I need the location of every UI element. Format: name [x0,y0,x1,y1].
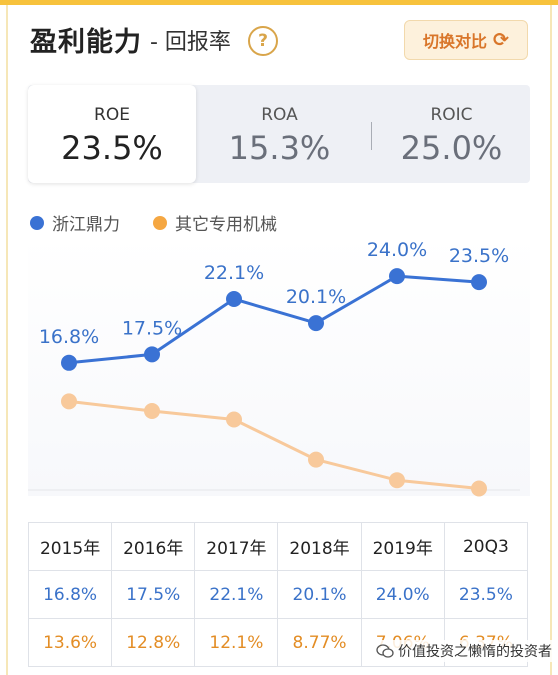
tab-roic-label: ROIC [430,105,473,125]
peer-data-point [226,411,242,428]
company-data-label: 17.5% [122,317,182,339]
company-data-label: 20.1% [286,286,346,308]
table-header-cell: 2016年 [111,522,196,571]
company-data-point [226,291,242,307]
legend-company-dot [30,215,44,230]
tab-roe-value: 23.5% [61,129,163,167]
table-cell: 22.1% [194,570,279,619]
table-row-company: 16.8% 17.5% 22.1% 20.1% 24.0% 23.5% [27,570,529,619]
page-subtitle: - 回报率 [150,30,231,55]
peer-data-point [389,472,405,489]
table-cell: 24.0% [360,570,445,619]
page-title: 盈利能力 [30,27,142,58]
watermark-text: 价值投资之懒惰的投资者 [398,644,552,660]
tab-roa-label: ROA [261,105,298,125]
peer-series-line [68,399,480,490]
table-cell: 17.5% [111,570,196,619]
company-series-line [68,274,480,365]
peer-data-point [471,480,487,497]
legend-company: 浙江鼎力 [30,210,120,235]
table-cell: 23.5% [443,570,529,619]
tab-roa[interactable]: ROA 15.3% [196,85,363,183]
tab-roic[interactable]: ROIC 25.0% [373,85,530,183]
company-data-point [61,354,77,371]
legend-peer: 其它专用机械 [153,210,277,235]
switch-compare-label: 切换对比 [423,32,488,51]
wechat-icon [376,644,394,658]
company-data-label: 24.0% [367,239,427,261]
peer-data-point [308,451,324,468]
tab-roa-value: 15.3% [228,129,331,167]
table-cell: 8.77% [277,618,362,667]
question-icon[interactable]: ? [248,26,278,56]
legend-peer-label: 其它专用机械 [175,215,277,235]
peer-data-point [144,403,160,419]
company-data-label: 16.8% [39,326,99,348]
table-header-row: 2015年 2016年 2017年 2018年 2019年 20Q3 [27,522,529,571]
table-header-cell: 2015年 [27,522,113,571]
switch-compare-button[interactable]: 切换对比 ⟳ [404,20,528,60]
table-header-cell: 20Q3 [443,522,529,571]
table-cell: 13.6% [27,618,113,667]
tab-divider [371,122,372,150]
table-header-cell: 2017年 [194,522,279,571]
company-data-point [144,346,160,363]
company-data-point [389,268,405,285]
company-data-label: 22.1% [204,262,264,284]
table-header-cell: 2018年 [277,522,362,571]
tab-roe[interactable]: ROE 23.5% [28,85,196,183]
peer-data-point [61,393,77,410]
company-data-point [308,315,324,332]
company-data-label: 23.5% [449,245,509,267]
watermark: 价值投资之懒惰的投资者 [372,640,556,662]
legend-peer-dot [153,215,167,230]
tab-roic-value: 25.0% [400,129,503,167]
table-header-cell: 2019年 [360,522,445,571]
frame-border-left [6,5,8,675]
frame-border-right [550,5,552,675]
table-cell: 12.1% [194,618,279,667]
refresh-icon: ⟳ [493,29,509,51]
table-cell: 12.8% [111,618,196,667]
tab-roe-label: ROE [94,105,130,125]
metric-tabs: ROE 23.5% ROA 15.3% ROIC 25.0% [28,85,530,183]
company-data-point [471,274,487,291]
table-cell: 16.8% [27,570,113,619]
roe-line-chart: 16.8% 17.5% 22.1% 20.1% 24.0% 23.5% [28,239,520,497]
table-cell: 20.1% [277,570,362,619]
legend-company-label: 浙江鼎力 [52,215,120,235]
accent-top-bar [0,0,558,5]
